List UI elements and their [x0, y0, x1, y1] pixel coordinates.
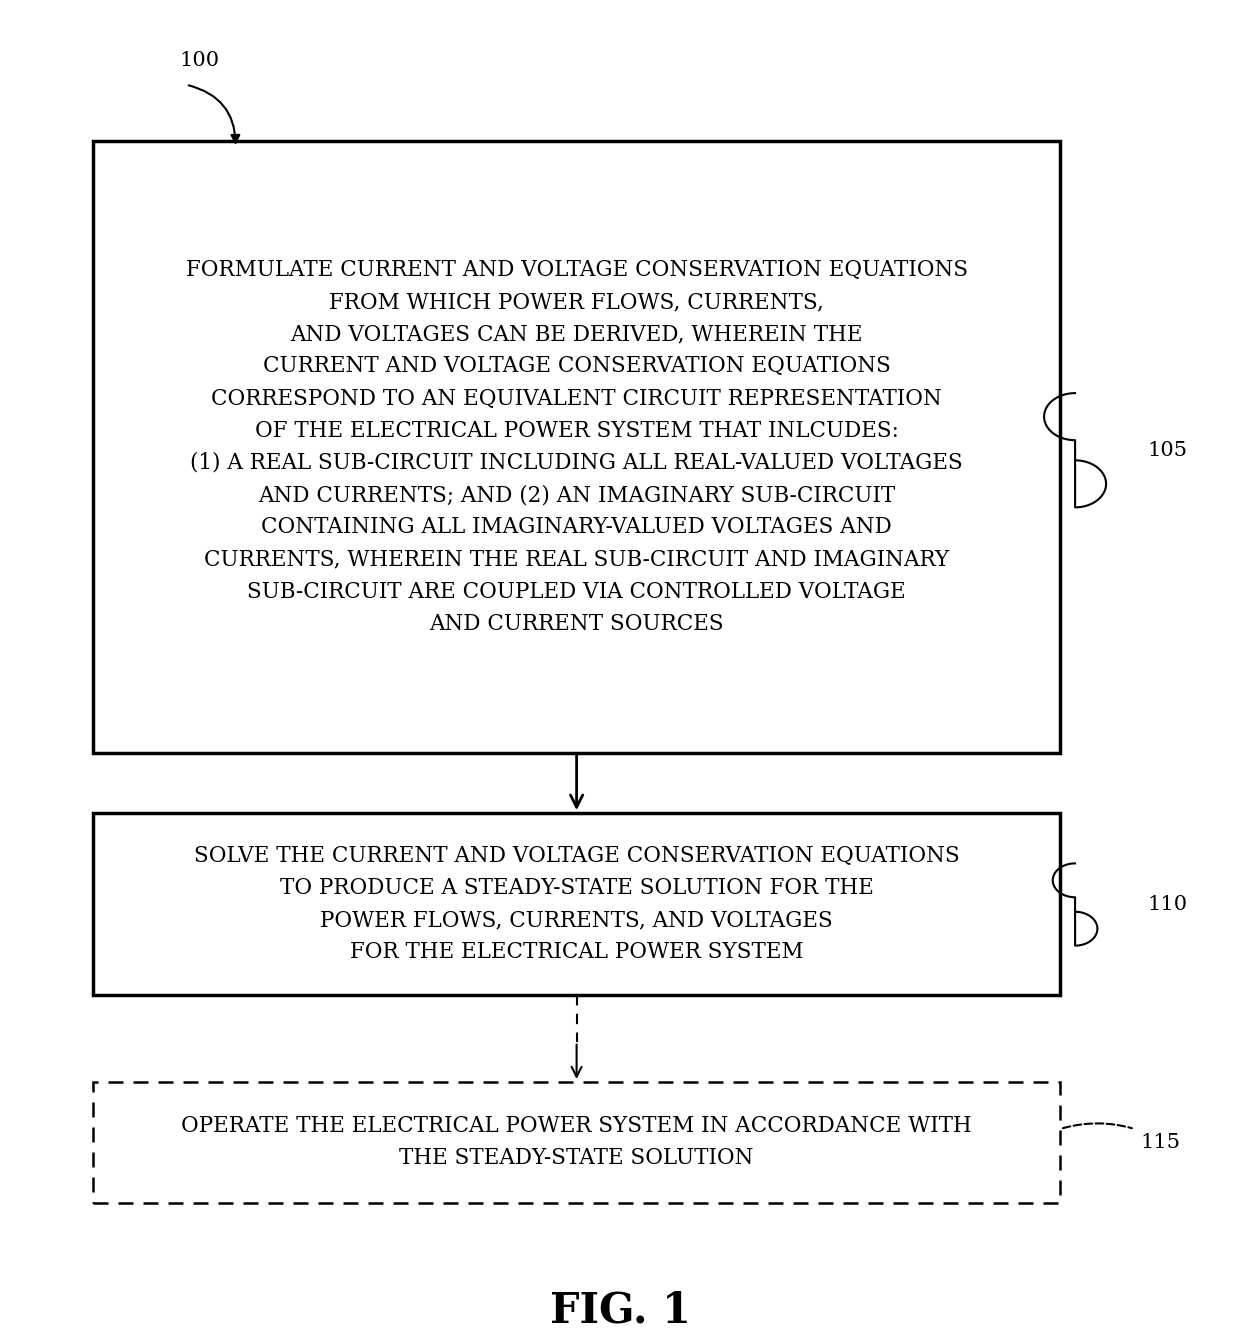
Text: OPERATE THE ELECTRICAL POWER SYSTEM IN ACCORDANCE WITH
THE STEADY-STATE SOLUTION: OPERATE THE ELECTRICAL POWER SYSTEM IN A…	[181, 1116, 972, 1169]
Text: FORMULATE CURRENT AND VOLTAGE CONSERVATION EQUATIONS
FROM WHICH POWER FLOWS, CUR: FORMULATE CURRENT AND VOLTAGE CONSERVATI…	[186, 259, 967, 634]
Text: 110: 110	[1147, 895, 1187, 914]
Text: FIG. 1: FIG. 1	[549, 1289, 691, 1332]
Text: 100: 100	[180, 51, 219, 70]
Bar	[93, 141, 1060, 753]
Text: 115: 115	[1141, 1133, 1180, 1152]
Text: 105: 105	[1147, 441, 1187, 460]
Bar	[93, 1082, 1060, 1203]
Bar	[93, 813, 1060, 995]
Text: SOLVE THE CURRENT AND VOLTAGE CONSERVATION EQUATIONS
TO PRODUCE A STEADY-STATE S: SOLVE THE CURRENT AND VOLTAGE CONSERVATI…	[193, 844, 960, 964]
